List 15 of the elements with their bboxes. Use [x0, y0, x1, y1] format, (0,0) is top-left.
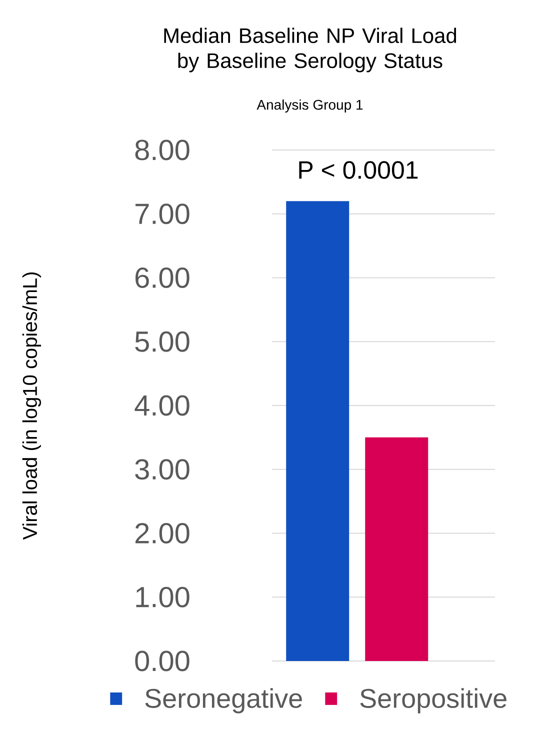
y-tick-label: 6.00: [136, 267, 190, 288]
y-tick-label: 8.00: [135, 140, 190, 160]
chart-subtitle: Analysis Group 1: [256, 99, 363, 113]
y-tick-label: 1.00: [136, 586, 190, 608]
y-tick-label: 2.00: [135, 522, 190, 544]
y-tick-label: 5.00: [135, 331, 190, 352]
y-tick-label: 0.00: [135, 650, 190, 672]
chart-title: Median Baseline NP Viral Load by Baseline Serology Status: [164, 28, 456, 72]
y-tick-label: 4.00: [134, 395, 190, 416]
y-tick-label: 3.00: [135, 459, 190, 480]
annotation: P < 0.0001: [299, 161, 418, 179]
legend-label: Seropositive: [360, 688, 506, 714]
y-tick-label: 7.00: [136, 204, 190, 224]
legend-label: Seronegative: [145, 688, 302, 714]
y-axis-title: Viral load (in log10 copies/mL): [22, 272, 42, 540]
